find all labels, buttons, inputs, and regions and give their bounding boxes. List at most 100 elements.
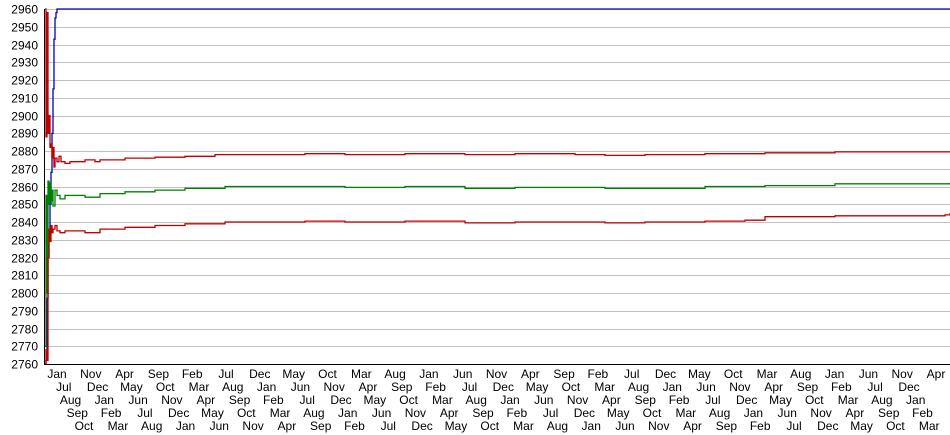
y-tick-label: 2880 <box>11 145 38 159</box>
x-tick-label: Jan <box>419 367 438 381</box>
x-tick-label: Apr <box>521 367 540 381</box>
x-tick-label: Aug <box>60 393 81 407</box>
y-tick-label: 2840 <box>11 216 38 230</box>
x-tick-label: Nov <box>810 406 831 420</box>
x-tick-label: Jan <box>95 393 114 407</box>
x-tick-label: Feb <box>506 406 527 420</box>
x-tick-label: Nov <box>161 393 182 407</box>
x-tick-label: Sep <box>878 406 900 420</box>
x-tick-label: Sep <box>148 367 170 381</box>
x-tick-label: Oct <box>886 419 905 433</box>
x-tick-label: Jul <box>56 380 71 394</box>
x-tick-label: May <box>445 419 468 433</box>
x-tick-label: Oct <box>480 419 499 433</box>
x-tick-label: Dec <box>249 367 270 381</box>
x-tick-label: Nov <box>324 380 345 394</box>
x-tick-label: Jan <box>338 406 357 420</box>
x-tick-label: Mar <box>270 406 291 420</box>
y-tick-label: 2760 <box>11 358 38 372</box>
x-tick-label: Jul <box>137 406 152 420</box>
x-tick-label: May <box>282 367 305 381</box>
x-tick-label: Sep <box>553 367 575 381</box>
x-tick-label: Aug <box>790 367 811 381</box>
x-tick-label: Feb <box>831 380 852 394</box>
x-tick-label: Oct <box>805 393 824 407</box>
x-tick-label: Feb <box>669 393 690 407</box>
x-tick-label: May <box>120 380 143 394</box>
x-tick-label: Jun <box>534 393 553 407</box>
x-tick-label: Dec <box>411 419 432 433</box>
x-tick-label: Dec <box>736 393 757 407</box>
x-tick-label: Apr <box>683 419 702 433</box>
series-lines <box>45 8 950 365</box>
x-tick-label: Aug <box>871 393 892 407</box>
x-tick-label: Oct <box>156 380 175 394</box>
x-tick-label: Nov <box>648 419 669 433</box>
x-tick-label: Dec <box>817 419 838 433</box>
x-tick-label: Sep <box>716 419 738 433</box>
x-tick-label: Apr <box>440 406 459 420</box>
x-tick-label: Apr <box>846 406 865 420</box>
x-tick-label: Mar <box>108 419 129 433</box>
x-tick-label: Jul <box>218 367 233 381</box>
x-tick-label: Sep <box>635 393 657 407</box>
x-tick-label: Feb <box>182 367 203 381</box>
gridlines <box>45 9 950 365</box>
x-tick-label: Sep <box>310 419 332 433</box>
y-tick-label: 2850 <box>11 198 38 212</box>
x-tick-label: Jul <box>705 393 720 407</box>
x-axis-ticks: JanJulAugSepOctNovDecJanFebMarAprMayJunJ… <box>47 367 945 433</box>
x-tick-label: Mar <box>675 406 696 420</box>
x-tick-label: Feb <box>912 406 933 420</box>
y-axis-ticks: 2760 2770 2780 2790 2800 2810 2820 2830 2840 2850… <box>11 3 38 372</box>
y-tick-label: 2810 <box>11 269 38 283</box>
x-tick-label: May <box>850 419 873 433</box>
x-tick-label: Oct <box>75 419 94 433</box>
y-tick-label: 2780 <box>11 323 38 337</box>
x-tick-label: Mar <box>757 367 778 381</box>
x-tick-label: Nov <box>729 380 750 394</box>
x-tick-label: May <box>363 393 386 407</box>
y-tick-label: 2770 <box>11 340 38 354</box>
x-tick-label: Aug <box>222 380 243 394</box>
x-tick-label: Sep <box>229 393 251 407</box>
x-tick-label: Jun <box>859 367 878 381</box>
x-tick-label: May <box>688 367 711 381</box>
x-tick-label: Feb <box>101 406 122 420</box>
x-tick-label: May <box>201 406 224 420</box>
series-line-0 <box>45 8 950 365</box>
y-tick-label: 2960 <box>11 3 38 17</box>
x-tick-label: Jan <box>744 406 763 420</box>
x-tick-label: Jul <box>381 419 396 433</box>
y-tick-label: 2940 <box>11 39 38 53</box>
y-tick-label: 2920 <box>11 74 38 88</box>
x-tick-label: Mar <box>189 380 210 394</box>
x-tick-label: Apr <box>278 419 297 433</box>
x-tick-label: Mar <box>432 393 453 407</box>
x-tick-label: Oct <box>724 367 743 381</box>
x-tick-label: Feb <box>750 419 771 433</box>
x-tick-label: Aug <box>141 419 162 433</box>
x-tick-label: Apr <box>196 393 215 407</box>
x-tick-label: Jan <box>582 419 601 433</box>
y-tick-label: 2820 <box>11 252 38 266</box>
x-tick-label: Jul <box>462 380 477 394</box>
x-tick-label: May <box>526 380 549 394</box>
y-tick-label: 2790 <box>11 305 38 319</box>
x-tick-label: Aug <box>384 367 405 381</box>
x-tick-label: Oct <box>643 406 662 420</box>
x-tick-label: Jul <box>543 406 558 420</box>
x-tick-label: Mar <box>594 380 615 394</box>
x-tick-label: Jan <box>176 419 195 433</box>
x-tick-label: Mar <box>351 367 372 381</box>
x-tick-label: Jun <box>696 380 715 394</box>
x-tick-label: Jun <box>372 406 391 420</box>
x-tick-label: Jan <box>47 367 66 381</box>
y-tick-label: 2950 <box>11 21 38 35</box>
x-tick-label: Jun <box>615 419 634 433</box>
x-tick-label: Dec <box>87 380 108 394</box>
x-tick-label: May <box>769 393 792 407</box>
x-tick-label: Mar <box>838 393 859 407</box>
x-tick-label: Dec <box>655 367 676 381</box>
x-tick-label: Nov <box>486 367 507 381</box>
